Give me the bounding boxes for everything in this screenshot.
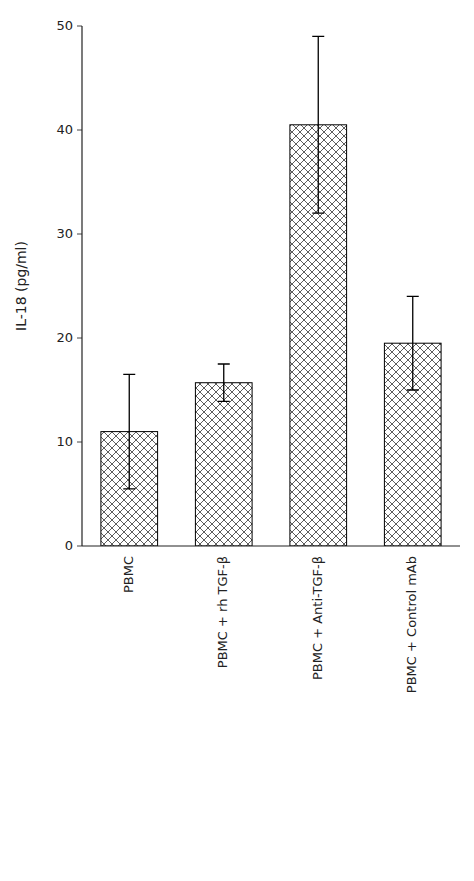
category-label: PBMC + rh TGF-β xyxy=(215,556,230,668)
bars xyxy=(101,36,441,546)
y-tick xyxy=(77,26,82,27)
bar xyxy=(195,383,252,546)
chart-container: 0 10 20 30 40 50 PBMC PBMC + rh TGF-β PBMC + Ant… xyxy=(0,0,474,881)
category-label: PBMC + Anti-TGF-β xyxy=(310,556,325,680)
y-tick xyxy=(77,442,82,443)
y-tick-label: 40 xyxy=(56,122,73,137)
error-bar xyxy=(218,364,230,401)
y-axis-line xyxy=(81,26,82,546)
y-tick-label: 50 xyxy=(56,18,73,33)
category-label: PBMC + Control mAb xyxy=(404,556,419,693)
y-tick-label: 10 xyxy=(56,434,73,449)
chart: 0 10 20 30 40 50 PBMC PBMC + rh TGF-β PBMC + Ant… xyxy=(0,0,474,881)
y-tick xyxy=(77,234,82,235)
error-bar xyxy=(407,296,419,390)
y-tick xyxy=(77,130,82,131)
y-tick-label: 30 xyxy=(56,226,73,241)
y-axis-ticks: 0 10 20 30 40 50 xyxy=(56,18,82,553)
y-axis-label: IL-18 (pg/ml) xyxy=(13,241,29,331)
y-tick-label: 20 xyxy=(56,330,73,345)
x-axis-labels: PBMC PBMC + rh TGF-β PBMC + Anti-TGF-β PBMC… xyxy=(121,556,420,693)
category-label: PBMC xyxy=(121,556,136,593)
y-tick xyxy=(77,546,82,547)
y-tick xyxy=(77,338,82,339)
y-tick-label: 0 xyxy=(65,538,73,553)
x-axis-line xyxy=(82,545,460,546)
error-bar xyxy=(312,36,324,213)
error-bar xyxy=(123,374,135,488)
